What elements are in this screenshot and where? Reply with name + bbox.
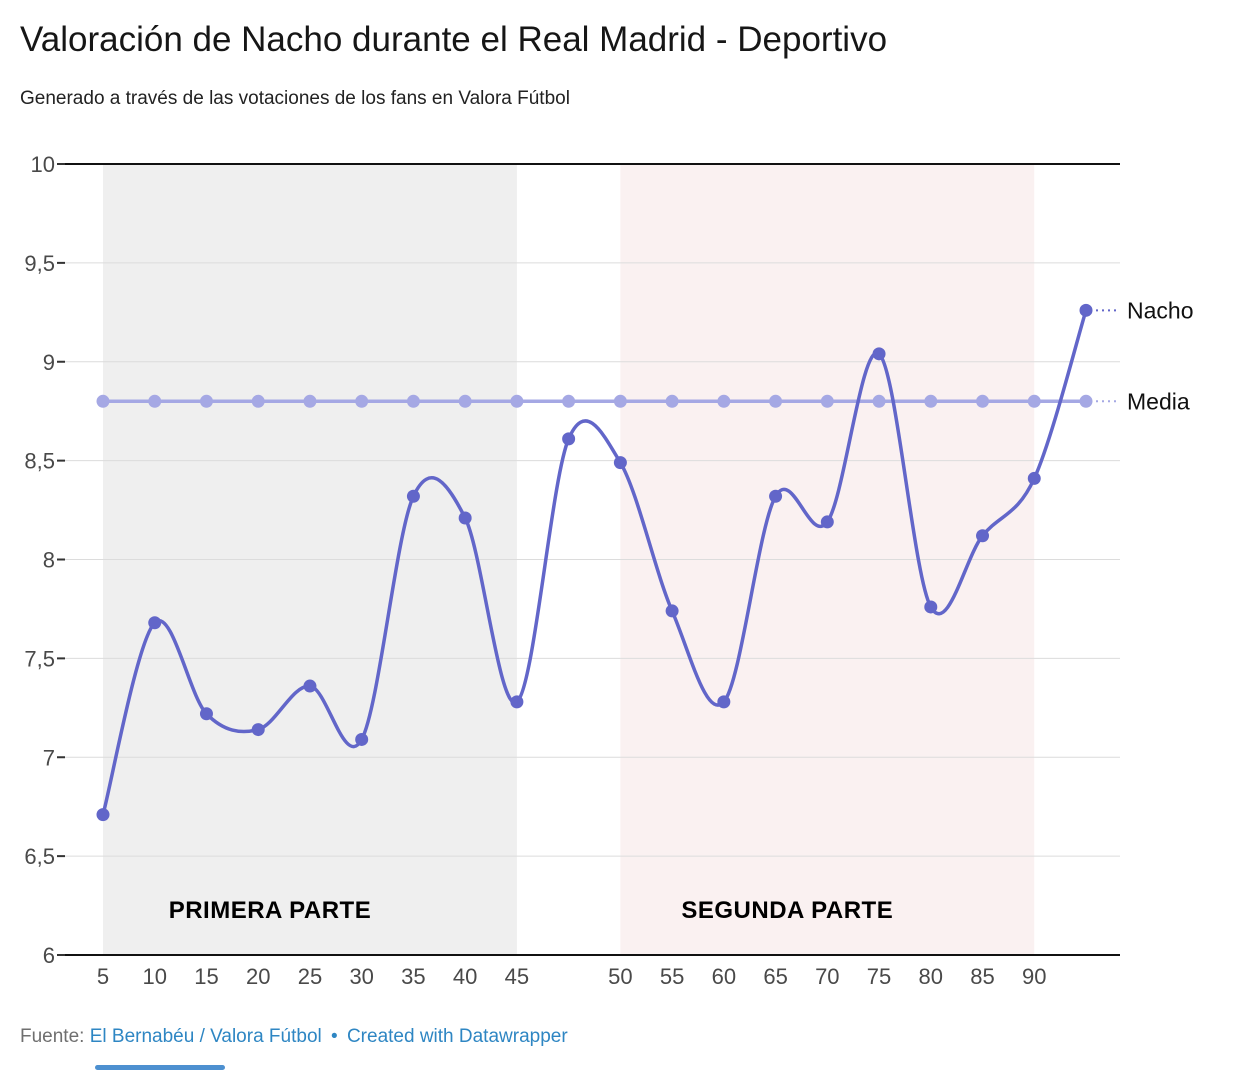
x-axis-label: 10: [142, 964, 166, 989]
y-axis-label: 10: [31, 152, 55, 177]
x-axis-label: 15: [194, 964, 218, 989]
nacho-data-point[interactable]: [148, 616, 162, 630]
nacho-data-point[interactable]: [406, 489, 420, 503]
x-axis-label: 20: [246, 964, 270, 989]
media-data-point[interactable]: [665, 394, 679, 408]
media-data-point[interactable]: [769, 394, 783, 408]
media-data-point[interactable]: [199, 394, 213, 408]
nacho-data-point[interactable]: [562, 432, 576, 446]
bottom-scrollbar-thumb[interactable]: [95, 1065, 225, 1070]
nacho-data-point[interactable]: [769, 489, 783, 503]
x-axis-label: 50: [608, 964, 632, 989]
footer-separator: •: [331, 1026, 338, 1047]
x-axis-label: 75: [867, 964, 891, 989]
media-data-point[interactable]: [924, 394, 938, 408]
nacho-data-point[interactable]: [924, 600, 938, 614]
nacho-data-point[interactable]: [1079, 303, 1093, 317]
chart-footer: Fuente: El Bernabéu / Valora Fútbol • Cr…: [20, 1026, 568, 1048]
media-data-point[interactable]: [251, 394, 265, 408]
nacho-data-point[interactable]: [872, 347, 886, 361]
x-axis-label: 80: [919, 964, 943, 989]
nacho-data-point[interactable]: [820, 515, 834, 529]
media-data-point[interactable]: [96, 394, 110, 408]
nacho-data-point[interactable]: [717, 695, 731, 709]
nacho-data-point[interactable]: [303, 679, 317, 693]
y-axis-label: 7,5: [24, 646, 55, 671]
nacho-data-point[interactable]: [665, 604, 679, 618]
media-data-point[interactable]: [613, 394, 627, 408]
media-data-point[interactable]: [872, 394, 886, 408]
media-data-point[interactable]: [148, 394, 162, 408]
y-axis-label: 8: [43, 548, 55, 573]
y-axis-label: 6: [43, 943, 55, 968]
nacho-data-point[interactable]: [1027, 471, 1041, 485]
nacho-data-point[interactable]: [251, 723, 265, 737]
nacho-data-point[interactable]: [458, 511, 472, 525]
y-axis-label: 6,5: [24, 844, 55, 869]
band-label: SEGUNDA PARTE: [681, 897, 893, 924]
nacho-data-point[interactable]: [96, 808, 110, 822]
x-axis-label: 70: [815, 964, 839, 989]
y-axis-label: 8,5: [24, 449, 55, 474]
media-data-point[interactable]: [976, 394, 990, 408]
x-axis-label: 40: [453, 964, 477, 989]
nacho-data-point[interactable]: [976, 529, 990, 543]
media-data-point[interactable]: [1079, 394, 1093, 408]
x-axis-label: 35: [401, 964, 425, 989]
nacho-line: [101, 308, 1088, 817]
media-data-point[interactable]: [510, 394, 524, 408]
source-label: Fuente:: [20, 1026, 85, 1047]
y-axis-label: 9,5: [24, 251, 55, 276]
nacho-data-point[interactable]: [355, 732, 369, 746]
media-data-point[interactable]: [717, 394, 731, 408]
nacho-data-point[interactable]: [510, 695, 524, 709]
x-axis-label: 25: [298, 964, 322, 989]
x-axis-label: 30: [349, 964, 373, 989]
band-label: PRIMERA PARTE: [169, 897, 372, 924]
media-data-point[interactable]: [303, 394, 317, 408]
y-axis-label: 9: [43, 350, 55, 375]
media-data-point[interactable]: [562, 394, 576, 408]
datawrapper-credit-link[interactable]: Created with Datawrapper: [346, 1026, 568, 1047]
series-label-nacho: Nacho: [1127, 297, 1193, 323]
x-axis-label: 55: [660, 964, 684, 989]
x-axis-label: 65: [763, 964, 787, 989]
source-link[interactable]: El Bernabéu / Valora Fútbol: [89, 1026, 322, 1047]
media-data-point[interactable]: [820, 394, 834, 408]
media-data-point[interactable]: [406, 394, 420, 408]
x-axis-label: 60: [712, 964, 736, 989]
line-chart: 6 6,5 7 7,5 8 8,5 9 9,5 10 5 10 15 20 25 30 35 40 45 50 55 6…: [24, 152, 1193, 989]
nacho-data-point[interactable]: [613, 456, 627, 470]
x-axis-label: 90: [1022, 964, 1046, 989]
y-axis-label: 7: [43, 745, 55, 770]
x-axis-label: 5: [97, 964, 109, 989]
chart-subtitle: Generado a través de las votaciones de l…: [20, 88, 570, 109]
nacho-data-point[interactable]: [199, 707, 213, 721]
x-axis-label: 85: [970, 964, 994, 989]
x-axis-label: 45: [505, 964, 529, 989]
media-data-point[interactable]: [1027, 394, 1041, 408]
media-data-point[interactable]: [458, 394, 472, 408]
series-label-media: Media: [1127, 388, 1190, 414]
media-data-point[interactable]: [355, 394, 369, 408]
chart-title: Valoración de Nacho durante el Real Madr…: [20, 20, 888, 59]
